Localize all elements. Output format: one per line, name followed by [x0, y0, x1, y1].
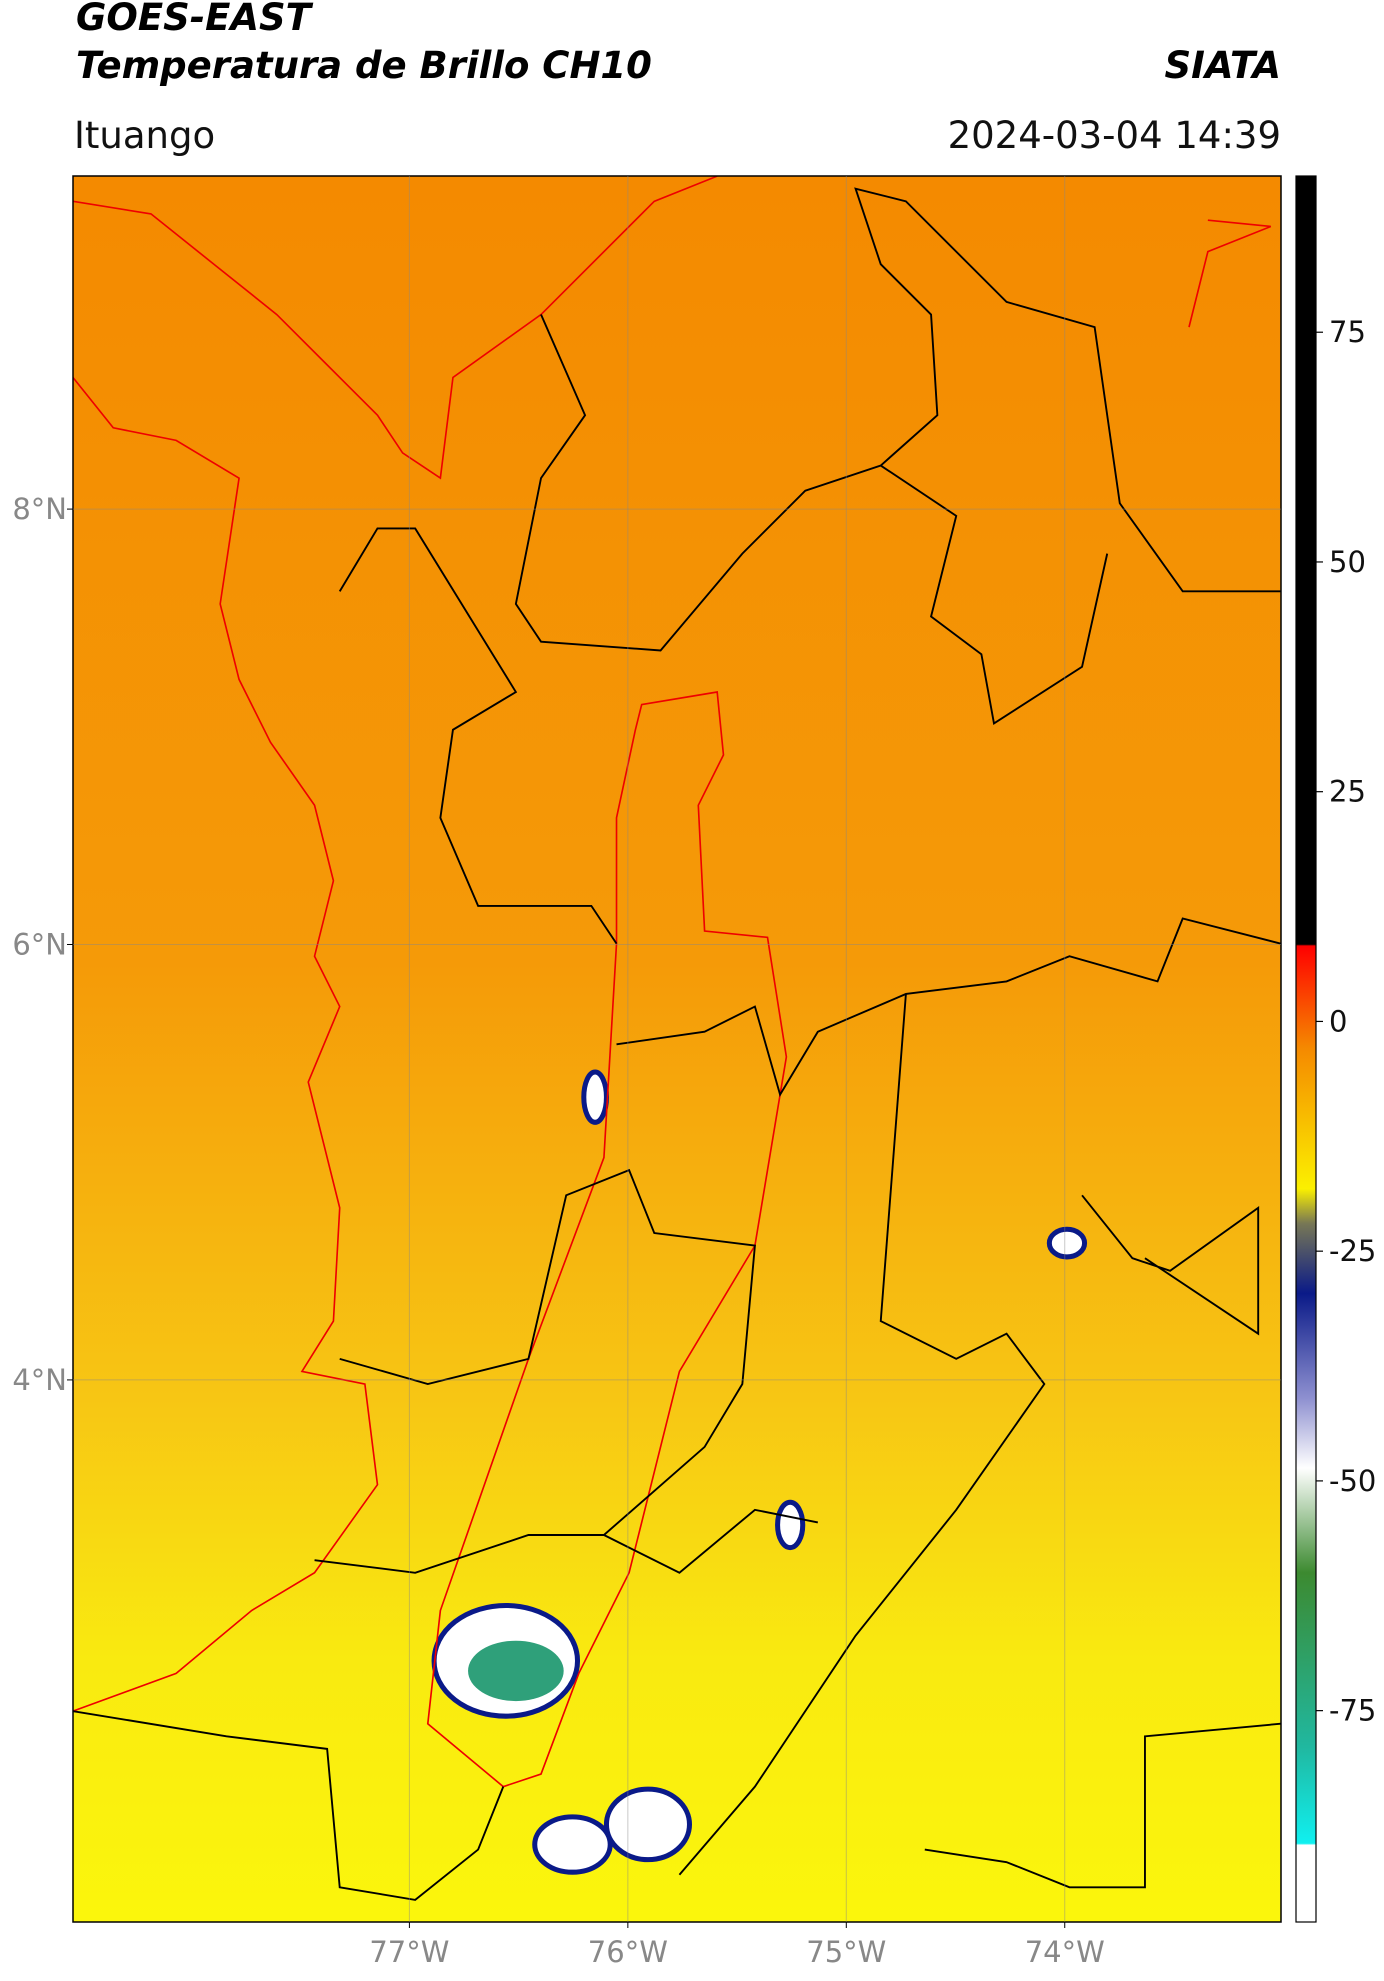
- location: Ituango: [74, 114, 215, 157]
- y-tick-label: 8°N: [12, 492, 67, 526]
- timestamp: 2024-03-04 14:39: [948, 114, 1281, 157]
- x-tick-label: 75°W: [806, 1935, 886, 1969]
- x-tick-label: 76°W: [588, 1935, 668, 1969]
- colorbar-tick-label: 25: [1329, 775, 1366, 809]
- title: GOES-EAST: [76, 0, 314, 39]
- colorbar-tick-label: 50: [1329, 545, 1366, 579]
- colorbar: [1295, 175, 1317, 1923]
- map-background: [73, 176, 1281, 1922]
- source: SIATA: [1164, 44, 1281, 87]
- colorbar-tick-label: -50: [1329, 1464, 1376, 1498]
- map-frame: [72, 175, 1282, 1923]
- subtitle: Temperatura de Brillo CH10: [76, 44, 652, 87]
- colorbar-tick-label: -25: [1329, 1234, 1376, 1268]
- y-tick-label: 4°N: [12, 1363, 67, 1397]
- map: [73, 176, 1281, 1922]
- colorbar-tick-label: 75: [1329, 315, 1366, 349]
- colorbar-tick-label: -75: [1329, 1694, 1376, 1728]
- x-tick-label: 74°W: [1025, 1935, 1105, 1969]
- x-tick-label: 77°W: [369, 1935, 449, 1969]
- y-tick-label: 6°N: [12, 928, 67, 962]
- colorbar-tick-label: 0: [1329, 1004, 1347, 1038]
- map-features: [73, 176, 1281, 1901]
